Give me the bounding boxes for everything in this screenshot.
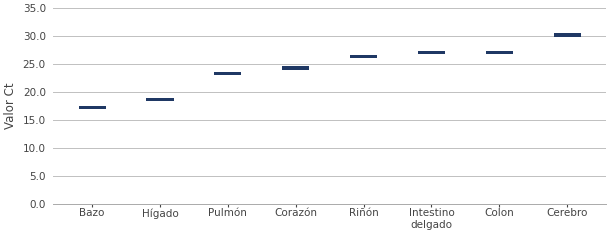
Bar xyxy=(79,106,106,110)
Bar xyxy=(486,51,513,54)
Y-axis label: Valor Ct: Valor Ct xyxy=(4,83,17,129)
Bar xyxy=(554,33,581,37)
Bar xyxy=(418,51,445,54)
Bar xyxy=(350,55,377,58)
Bar xyxy=(214,72,242,75)
Bar xyxy=(146,98,174,101)
Bar xyxy=(282,66,309,70)
